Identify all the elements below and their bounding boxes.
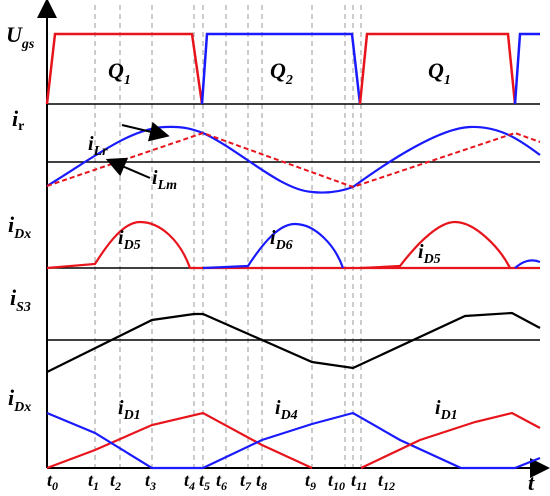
- id5-label-1: iD5: [118, 227, 141, 253]
- id5-label-2: iD5: [418, 241, 441, 267]
- ilm-label: iLm: [152, 167, 177, 193]
- tick-t11: t11: [351, 470, 367, 493]
- ilr-pointer: [121, 121, 170, 142]
- tick-t7: t7: [240, 470, 252, 493]
- q1-label-2: Q1: [428, 58, 451, 88]
- id1-waveform-2: [360, 411, 541, 469]
- id5-waveform-2: [360, 220, 511, 270]
- id1-label-1: iD1: [118, 397, 141, 423]
- id6-label: iD6: [270, 227, 293, 253]
- tick-t3: t3: [145, 470, 156, 493]
- q1-gate-signal-1: [45, 32, 204, 105]
- tick-t6: t6: [216, 470, 227, 493]
- panel-is3: iS3: [10, 285, 541, 373]
- tick-t12: t12: [378, 470, 395, 493]
- tick-t2: t2: [110, 470, 121, 493]
- panel-idx-bottom: iDx iD1 iD4 iD1: [8, 385, 541, 470]
- q2-gate-signal-2: [513, 32, 540, 105]
- tick-t10: t10: [328, 470, 345, 493]
- id6-waveform: [202, 222, 345, 270]
- ilm-waveform: [46, 131, 541, 189]
- id1-label-2: iD1: [435, 397, 458, 423]
- idx-top-axis-label: iDx: [8, 212, 31, 242]
- panel-ir: ir iLr iLm: [12, 106, 541, 194]
- ilr-label: iLr: [88, 133, 108, 159]
- ir-axis-label: ir: [12, 106, 24, 134]
- tick-t4: t4: [184, 470, 195, 493]
- ilm-pointer: [105, 157, 151, 179]
- id5-waveform-1: [46, 220, 540, 270]
- id4-waveform-rise: [202, 411, 541, 470]
- q1-label-1: Q1: [108, 58, 131, 88]
- ilr-waveform: [46, 125, 541, 194]
- tick-t1: t1: [88, 470, 99, 493]
- panel-idx-top: iDx iD5 iD6 iD5: [8, 212, 541, 270]
- q2-gate-signal: [200, 32, 362, 105]
- is3-waveform: [46, 311, 541, 373]
- idx-bottom-axis-label: iDx: [8, 385, 31, 415]
- tick-t5: t5: [199, 470, 210, 493]
- q1-gate-signal-2: [358, 32, 517, 105]
- id4-waveform-decay: [46, 411, 203, 470]
- id4-label: iD4: [275, 397, 298, 423]
- tick-t8: t8: [256, 470, 267, 493]
- tick-t0: t0: [47, 470, 58, 493]
- is3-axis-label: iS3: [10, 285, 31, 315]
- ugs-axis-label: Ugs: [6, 22, 35, 52]
- time-tick-labels: t0 t1 t2 t3 t4 t5 t6 t7 t8 t9 t10 t11 t1…: [47, 470, 535, 495]
- time-axis-label: t: [528, 470, 535, 495]
- tick-t9: t9: [305, 470, 316, 493]
- panel-ugs: Ugs Q1 Q2 Q1: [6, 22, 540, 105]
- id1-waveform-1: [46, 411, 313, 470]
- id6-waveform-2: [514, 259, 541, 269]
- q2-label: Q2: [270, 58, 293, 88]
